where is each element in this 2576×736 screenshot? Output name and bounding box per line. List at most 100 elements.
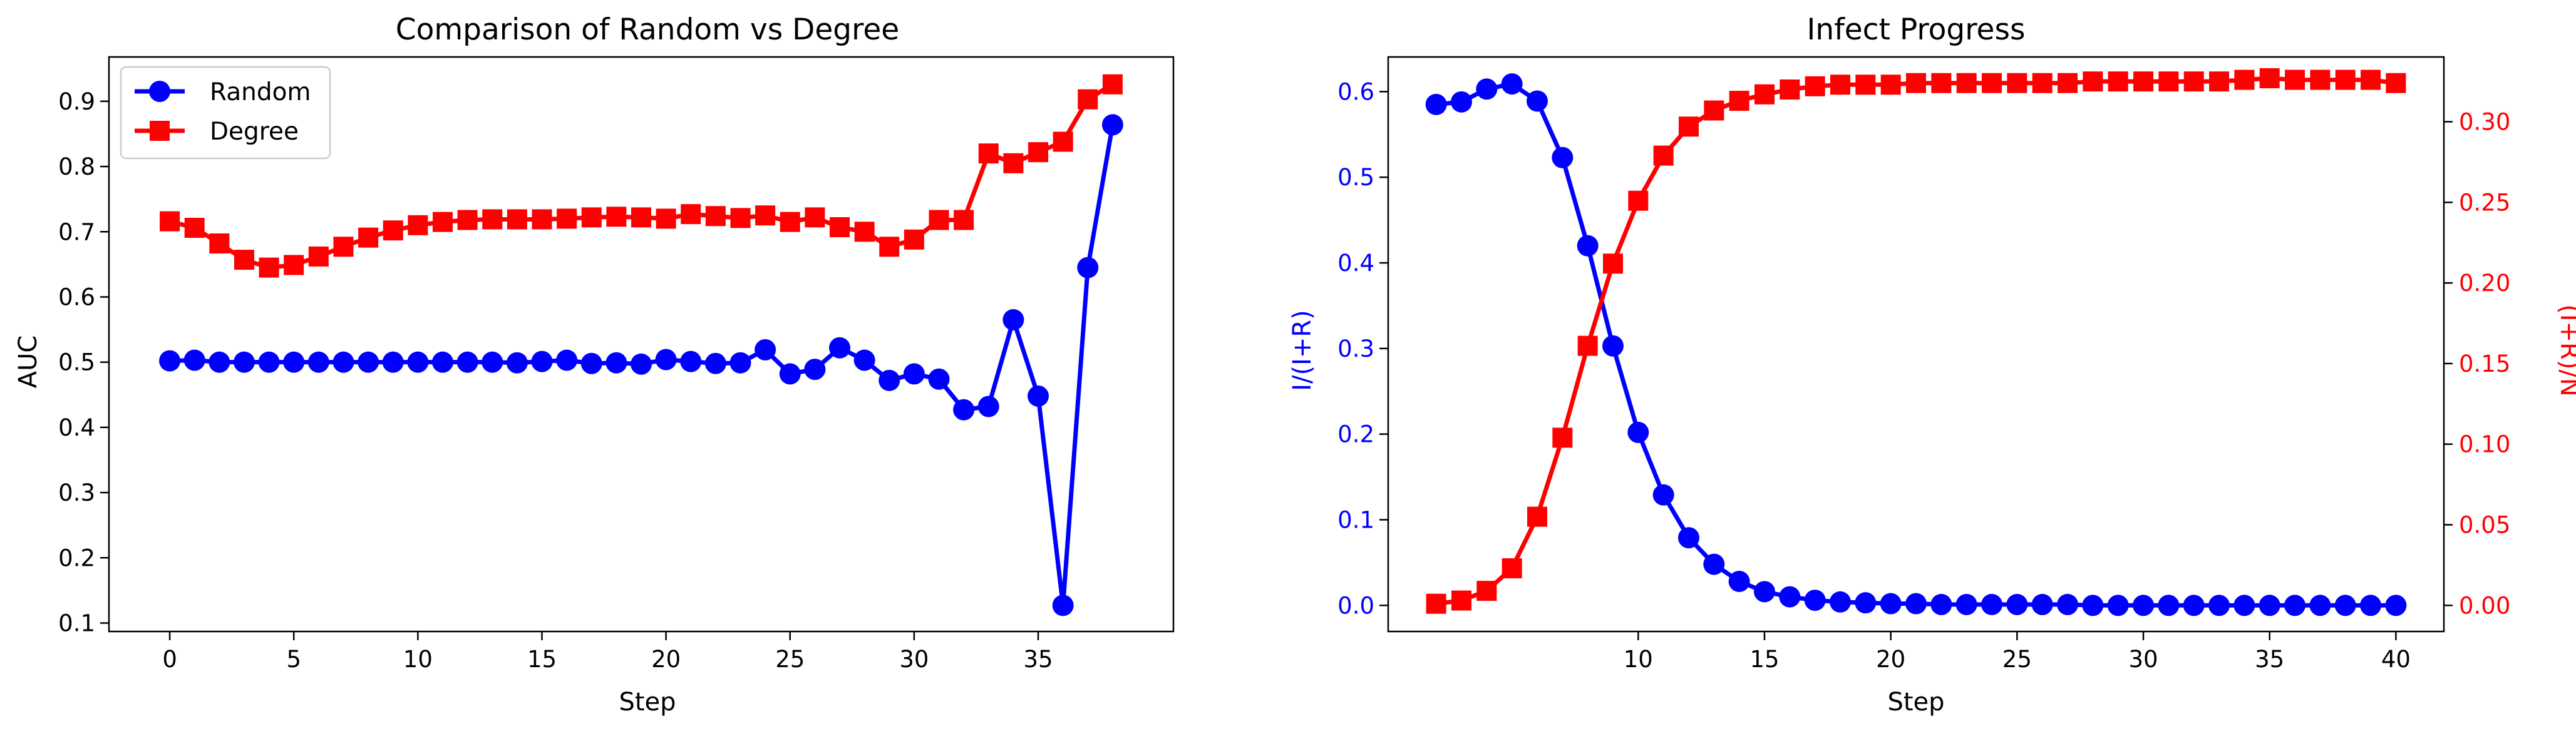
data-point (507, 209, 527, 230)
right-y-tick-label: 0.20 (2459, 270, 2510, 297)
data-point (2183, 595, 2205, 616)
data-point (680, 350, 702, 372)
plot-frame (108, 56, 1175, 633)
data-point (1028, 142, 1049, 163)
legend-marker-random (149, 81, 170, 102)
data-point (1526, 90, 1548, 112)
data-point (1830, 74, 1850, 95)
data-point (1804, 590, 1826, 611)
data-point (557, 208, 577, 229)
data-point (1981, 593, 2003, 615)
data-point (1956, 73, 1977, 93)
data-point (2259, 595, 2280, 616)
data-point (829, 337, 851, 359)
data-point (234, 250, 254, 270)
data-point (2133, 595, 2155, 616)
data-point (1602, 335, 1624, 357)
data-point (1931, 73, 1952, 93)
data-point (531, 350, 553, 372)
data-point (2082, 595, 2104, 616)
x-tick-label: 30 (899, 646, 929, 673)
data-point (1052, 595, 1074, 616)
data-point (780, 212, 800, 232)
data-point (2032, 73, 2053, 93)
data-point (1703, 553, 1725, 575)
left-y-tick-label: 0.5 (1337, 164, 1374, 191)
data-point (2310, 69, 2331, 90)
y-tick-label: 0.5 (58, 349, 95, 376)
data-point (308, 246, 329, 267)
data-point (903, 363, 925, 385)
data-point (482, 209, 503, 230)
y-tick-label: 0.6 (58, 284, 95, 310)
x-tick-label: 20 (1876, 646, 1905, 673)
x-tick-label: 30 (2128, 646, 2158, 673)
data-point (2209, 71, 2230, 92)
x-tick-label: 35 (1023, 646, 1053, 673)
data-point (1677, 527, 1699, 549)
data-point (2031, 593, 2053, 615)
right-y-tick-label: 0.00 (2459, 592, 2510, 619)
data-point (1930, 593, 1952, 615)
left-y-tick-label: 0.1 (1337, 506, 1374, 533)
data-point (2083, 71, 2103, 92)
data-point (482, 351, 503, 373)
data-point (1829, 591, 1851, 613)
data-point (1552, 146, 1574, 168)
chart-title: Comparison of Random vs Degree (396, 13, 899, 47)
data-point (1002, 309, 1024, 330)
data-point (1805, 76, 1825, 96)
data-point (730, 208, 751, 228)
data-point (2335, 69, 2356, 90)
data-point (1053, 131, 1073, 152)
data-point (1779, 586, 1801, 608)
data-point (1880, 74, 1901, 95)
data-point (1880, 593, 1902, 615)
data-point (779, 363, 801, 385)
data-point (755, 205, 776, 226)
y-axis-label: AUC (14, 335, 43, 389)
data-point (631, 353, 652, 375)
y-tick-label: 0.1 (58, 610, 95, 636)
data-point (2385, 595, 2407, 616)
data-point (2361, 69, 2381, 90)
data-point (1451, 590, 1471, 611)
data-point (2107, 595, 2129, 616)
data-point (1678, 116, 1699, 137)
x-tick-label: 5 (286, 646, 301, 673)
axis-ticks: 10 15 20 25 30 35 40 0.0 0.1 0.2 0.3 0.4 0.5 0.6 0.00 0… (1337, 78, 2510, 673)
data-point (879, 237, 900, 257)
data-point (1780, 79, 1800, 100)
data-point (2007, 73, 2027, 93)
data-point (1502, 558, 1522, 579)
series-left-0 (1425, 73, 2407, 616)
data-point (209, 233, 230, 254)
data-point (755, 339, 776, 360)
axis-ticks: 0 5 10 15 20 25 30 35 0.1 0.2 0.3 0.4 0.5 0.6 0.7 0.8 0.… (58, 88, 1053, 673)
data-point (183, 349, 205, 371)
data-point (655, 349, 677, 371)
data-point (1906, 73, 1926, 93)
data-point (457, 210, 478, 230)
data-point (1627, 421, 1649, 443)
data-point (1577, 335, 1598, 356)
data-point (805, 207, 825, 228)
data-point (581, 207, 602, 228)
data-point (307, 351, 329, 373)
data-point (1552, 427, 1573, 448)
right-y-tick-label: 0.10 (2459, 431, 2510, 458)
auc-comparison-chart: Comparison of Random vs Degree Step AUC … (14, 13, 1175, 717)
y-tick-label: 0.7 (58, 218, 95, 245)
data-point (2234, 69, 2255, 90)
data-point (284, 255, 304, 275)
data-point (160, 211, 180, 232)
series-random (159, 114, 1123, 616)
data-point (830, 217, 850, 237)
data-point (1753, 581, 1775, 603)
data-point (1501, 73, 1523, 95)
data-point (878, 369, 900, 391)
data-point (2386, 73, 2406, 93)
right-y-tick-label: 0.25 (2459, 189, 2510, 216)
data-point (2158, 595, 2180, 616)
data-point (1101, 114, 1123, 136)
